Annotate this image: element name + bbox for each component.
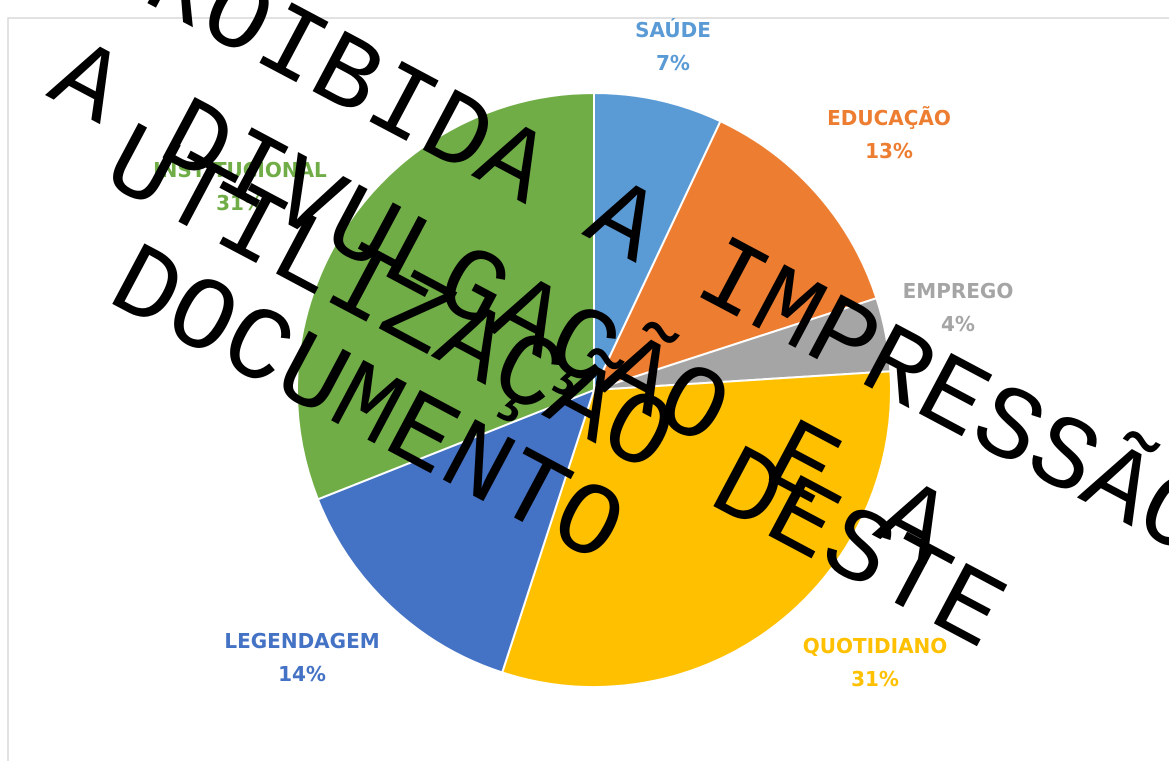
category-label: INSTITUCIONAL: [153, 158, 327, 182]
value-label: 14%: [278, 662, 326, 686]
value-label: 31%: [851, 667, 899, 691]
pie-slice: [500, 370, 892, 688]
pie: [296, 91, 892, 688]
pie-slice: [593, 91, 722, 391]
category-label: EDUCAÇÃO: [827, 106, 951, 130]
pie-slice: [316, 388, 596, 674]
value-label: 7%: [656, 51, 690, 75]
labels: SAÚDE 7% EDUCAÇÃO 13% EMPREGO 4% QUOTIDIANO 31%…: [153, 18, 1013, 691]
category-label: QUOTIDIANO: [803, 634, 948, 658]
pie-slice: [296, 91, 595, 501]
pie-slice: [592, 119, 878, 392]
category-label: SAÚDE: [635, 18, 711, 42]
value-label: 13%: [865, 139, 913, 163]
category-label: LEGENDAGEM: [224, 629, 379, 653]
value-label: 31%: [216, 191, 264, 215]
value-label: 4%: [941, 312, 975, 336]
category-label: EMPREGO: [903, 279, 1014, 303]
